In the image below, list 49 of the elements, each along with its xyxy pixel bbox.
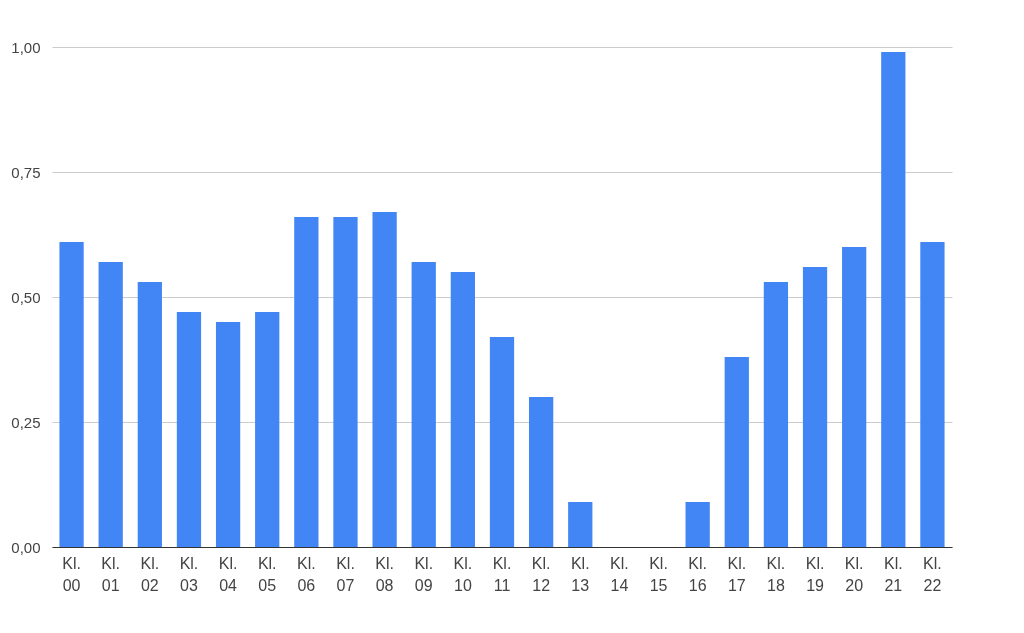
x-tick-label: Kl. 04 <box>218 554 238 594</box>
y-tick-label: 0,00 <box>11 538 41 556</box>
x-tick-label: Kl. 14 <box>610 554 629 594</box>
bar <box>724 357 749 547</box>
x-tick-label: Kl. 15 <box>649 554 668 594</box>
x-tick-label: Kl. 13 <box>570 554 590 594</box>
bar <box>685 502 710 547</box>
x-tick-label: Kl. 08 <box>375 554 394 594</box>
bar <box>98 262 123 547</box>
x-tick-label: Kl. 03 <box>179 554 199 594</box>
bar <box>763 282 789 547</box>
bar <box>294 217 319 547</box>
x-tick-label: Kl. 18 <box>766 554 786 594</box>
x-tick-label: Kl. 07 <box>336 554 355 594</box>
bar <box>372 212 397 547</box>
bar <box>255 312 280 547</box>
y-tick-label: 0,75 <box>11 163 41 181</box>
x-tick-label: Kl. 22 <box>923 554 942 594</box>
bar <box>215 322 241 547</box>
x-tick-label: Kl. 10 <box>453 554 473 594</box>
x-tick-label: Kl. 17 <box>727 554 747 594</box>
y-tick-label: 0,25 <box>11 413 41 431</box>
x-tick-label: Kl. 20 <box>844 554 864 594</box>
bar <box>137 282 162 547</box>
x-tick-label: Kl. 12 <box>531 554 551 594</box>
bar <box>176 312 202 547</box>
x-tick-label: Kl. 05 <box>257 554 277 594</box>
x-tick-label: Kl. 06 <box>297 554 316 594</box>
bar <box>802 267 828 547</box>
x-tick-label: Kl. 16 <box>688 554 707 594</box>
bar <box>920 242 945 547</box>
bar <box>59 242 84 547</box>
y-tick-label: 0,50 <box>11 288 41 306</box>
bar <box>529 397 554 547</box>
bar <box>489 337 515 547</box>
x-tick-label: Kl. 02 <box>140 554 160 594</box>
x-tick-label: Kl. 21 <box>883 554 903 594</box>
bar <box>411 262 436 547</box>
bar <box>568 502 593 547</box>
bar <box>842 247 867 547</box>
x-tick-label: Kl. 19 <box>805 554 825 594</box>
x-tick-label: Kl. 01 <box>101 554 121 594</box>
x-tick-label: Kl. 11 <box>492 554 512 594</box>
x-tick-label: Kl. 09 <box>414 554 434 594</box>
bar <box>881 52 906 547</box>
bar <box>450 272 475 547</box>
bar <box>333 217 358 547</box>
y-tick-label: 1,00 <box>11 38 41 56</box>
x-tick-label: Kl. 00 <box>62 554 81 594</box>
